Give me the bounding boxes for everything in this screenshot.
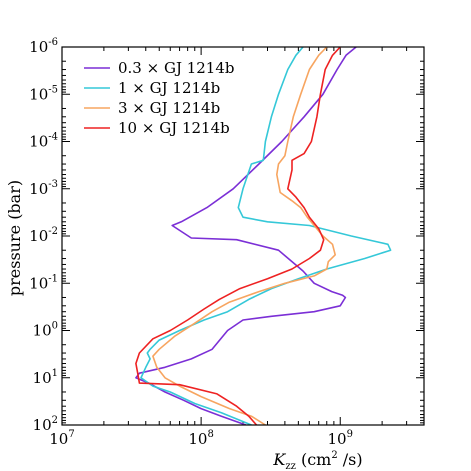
y-tick-label: 10-3 — [29, 179, 58, 198]
y-tick-label: 10-6 — [29, 37, 58, 56]
x-axis-label-units: (cm — [301, 450, 331, 469]
x-tick-label: 109 — [328, 429, 353, 448]
y-tick-label: 100 — [33, 321, 58, 340]
legend-label-1: 0.3 × GJ 1214b — [118, 59, 235, 77]
y-tick-label: 102 — [33, 415, 58, 434]
y-tick-label: 10-4 — [29, 132, 58, 151]
x-axis-label-sub: zz — [285, 461, 296, 471]
x-axis-label-main: K — [272, 450, 286, 469]
plot-frame — [61, 46, 425, 426]
x-tick-label: 108 — [188, 429, 213, 448]
series-lines — [135, 47, 392, 425]
legend-label-3: 3 × GJ 1214b — [118, 99, 220, 117]
y-tick-label: 10-1 — [29, 273, 58, 292]
legend: 0.3 × GJ 1214b 1 × GJ 1214b 3 × GJ 1214b 10… — [84, 59, 235, 137]
tick-labels: 107 108 109 10-6 10-5 10-4 10-3 10-2 10-1 100 101 1… — [29, 37, 353, 448]
tick-marks — [61, 46, 425, 426]
series-line-3 — [152, 47, 336, 425]
y-tick-label: 10-5 — [29, 84, 58, 103]
y-tick-label: 101 — [33, 368, 58, 387]
x-axis-label-units-sup: 2 — [331, 450, 337, 461]
x-tick-label: 107 — [49, 429, 74, 448]
x-axis-label-units-tail: /s) — [338, 450, 363, 469]
x-axis-label: Kzz (cm2 /s) — [272, 450, 362, 471]
series-line-4 — [135, 47, 341, 425]
legend-label-4: 10 × GJ 1214b — [118, 119, 230, 137]
y-tick-label: 10-2 — [29, 226, 58, 245]
legend-label-2: 1 × GJ 1214b — [118, 79, 220, 97]
series-line-1 — [135, 47, 357, 425]
y-axis-label: pressure (bar) — [5, 180, 24, 296]
